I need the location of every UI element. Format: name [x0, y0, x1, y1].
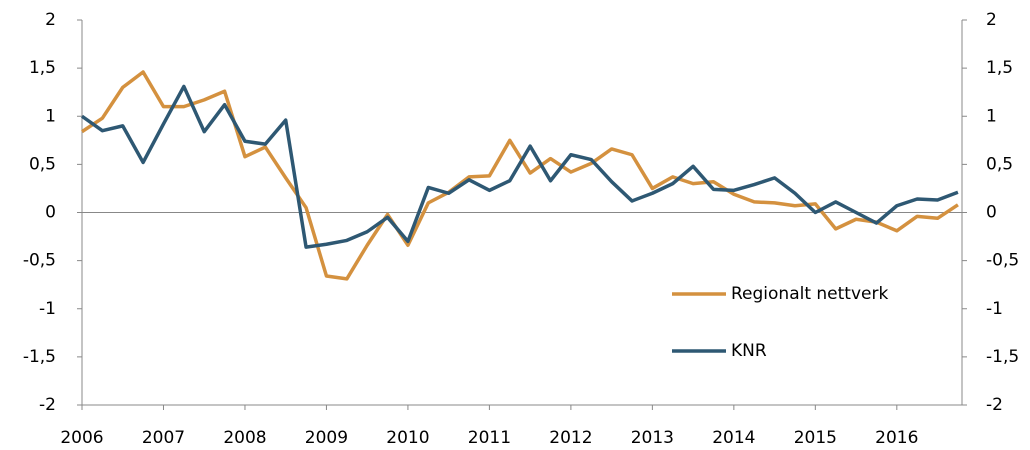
- x-tick-label: 2016: [875, 428, 918, 448]
- x-tick-label: 2006: [60, 428, 103, 448]
- x-tick-label: 2015: [794, 428, 837, 448]
- y2-tick-label: 1: [986, 106, 997, 126]
- x-tick-label: 2014: [712, 428, 755, 448]
- x-tick-label: 2013: [631, 428, 674, 448]
- x-tick-label: 2009: [305, 428, 348, 448]
- y2-tick-label: 0,5: [986, 154, 1013, 174]
- y2-tick-label: -1: [986, 299, 1003, 319]
- y2-tick-label: -2: [986, 395, 1003, 415]
- y2-tick-label: 0: [986, 203, 997, 223]
- series-line: [80, 84, 959, 249]
- y-tick-label: 1,5: [29, 58, 56, 78]
- y2-tick-label: -0,5: [986, 251, 1019, 271]
- y-tick-label: -1: [39, 299, 56, 319]
- series-line: [81, 70, 959, 281]
- legend-label: KNR: [731, 341, 767, 361]
- x-tick-label: 2010: [386, 428, 429, 448]
- y-tick-label: -0,5: [23, 251, 56, 271]
- x-tick-label: 2012: [549, 428, 592, 448]
- y-tick-label: 0,5: [29, 154, 56, 174]
- y2-tick-label: -1,5: [986, 347, 1019, 367]
- x-tick-label: 2008: [223, 428, 266, 448]
- legend-label: Regionalt nettverk: [731, 284, 888, 304]
- y2-tick-label: 2: [986, 10, 997, 30]
- y-tick-label: -1,5: [23, 347, 56, 367]
- y-tick-label: -2: [39, 395, 56, 415]
- y2-tick-label: 1,5: [986, 58, 1013, 78]
- x-tick-label: 2011: [468, 428, 511, 448]
- x-tick-label: 2007: [142, 428, 185, 448]
- y-tick-label: 2: [45, 10, 56, 30]
- y-tick-label: 0: [45, 203, 56, 223]
- y-tick-label: 1: [45, 106, 56, 126]
